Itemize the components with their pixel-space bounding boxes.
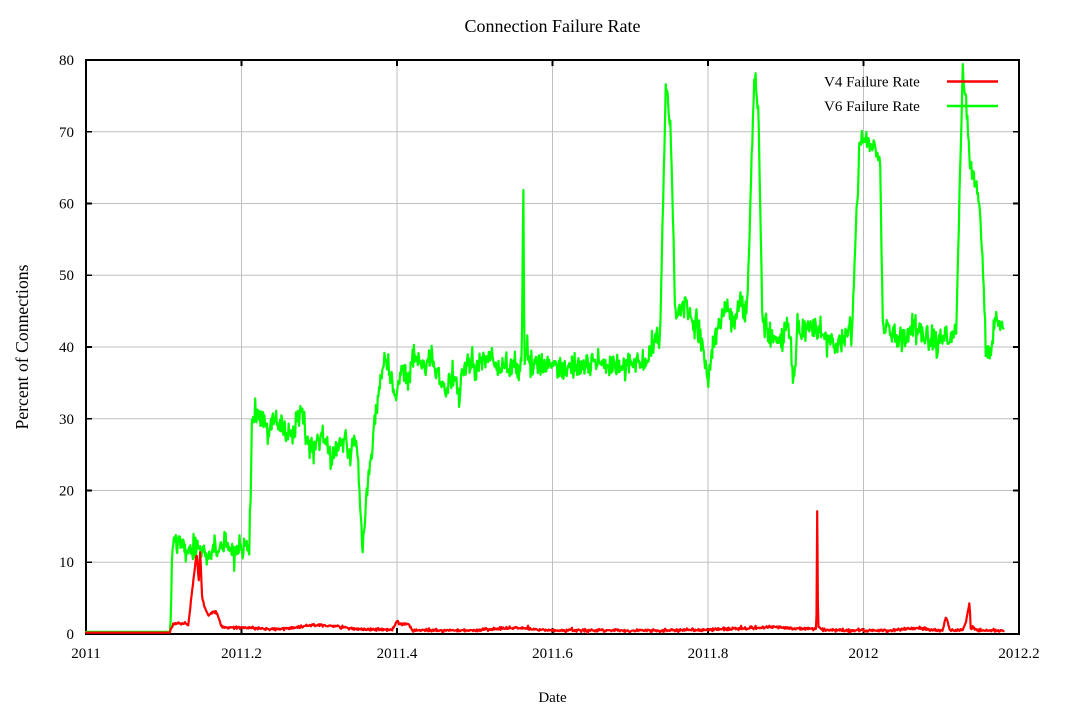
svg-text:40: 40: [59, 340, 74, 356]
svg-text:10: 10: [59, 555, 74, 571]
svg-text:30: 30: [59, 412, 74, 428]
svg-text:70: 70: [59, 125, 74, 141]
svg-text:V4 Failure Rate: V4 Failure Rate: [824, 75, 920, 91]
svg-text:2011.8: 2011.8: [688, 646, 729, 662]
svg-text:2012.2: 2012.2: [998, 646, 1039, 662]
svg-text:Date: Date: [538, 690, 567, 706]
svg-text:20: 20: [59, 484, 74, 500]
svg-text:2011.4: 2011.4: [377, 646, 418, 662]
svg-text:60: 60: [59, 197, 74, 213]
svg-text:Connection Failure Rate: Connection Failure Rate: [465, 16, 641, 36]
svg-text:50: 50: [59, 268, 74, 284]
svg-text:2012: 2012: [849, 646, 879, 662]
svg-text:V6 Failure Rate: V6 Failure Rate: [824, 99, 920, 115]
svg-text:80: 80: [59, 53, 74, 69]
svg-text:2011: 2011: [71, 646, 100, 662]
svg-text:2011.6: 2011.6: [532, 646, 573, 662]
svg-text:0: 0: [67, 627, 75, 643]
svg-text:2011.2: 2011.2: [221, 646, 262, 662]
svg-text:Percent of Connections: Percent of Connections: [12, 264, 32, 429]
